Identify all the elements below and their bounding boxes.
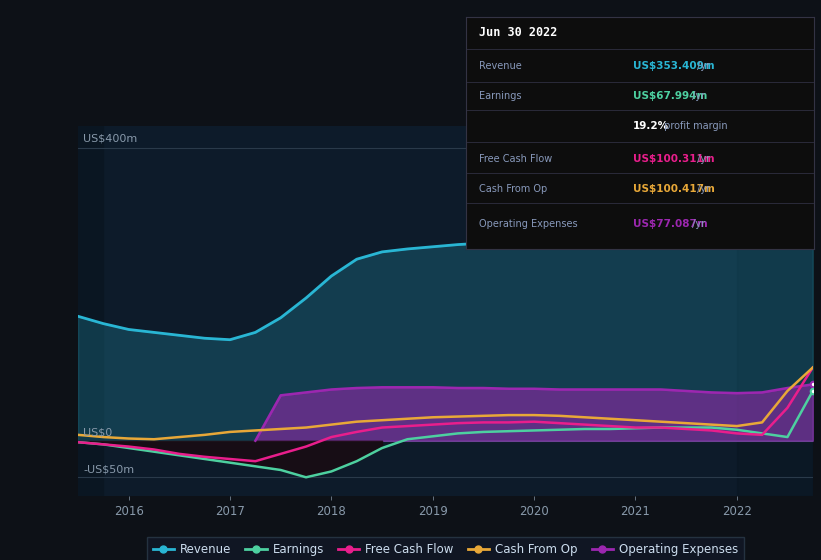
Text: US$100.311m: US$100.311m: [633, 153, 714, 164]
Text: /yr: /yr: [689, 218, 705, 228]
Text: Cash From Op: Cash From Op: [479, 184, 548, 194]
Text: /yr: /yr: [695, 184, 710, 194]
Text: US$353.409m: US$353.409m: [633, 60, 714, 71]
Text: Jun 30 2022: Jun 30 2022: [479, 26, 557, 39]
Text: US$100.417m: US$100.417m: [633, 184, 715, 194]
Bar: [78, 126, 103, 496]
Bar: [736, 126, 813, 496]
Text: Revenue: Revenue: [479, 60, 522, 71]
Legend: Revenue, Earnings, Free Cash Flow, Cash From Op, Operating Expenses: Revenue, Earnings, Free Cash Flow, Cash …: [147, 537, 744, 560]
Text: US$400m: US$400m: [83, 134, 137, 143]
Text: /yr: /yr: [689, 91, 705, 101]
Text: profit margin: profit margin: [661, 121, 727, 131]
Text: Free Cash Flow: Free Cash Flow: [479, 153, 553, 164]
Text: 19.2%: 19.2%: [633, 121, 669, 131]
Text: /yr: /yr: [695, 60, 710, 71]
Text: -US$50m: -US$50m: [83, 464, 134, 474]
Text: /yr: /yr: [695, 153, 710, 164]
Text: US$67.994m: US$67.994m: [633, 91, 708, 101]
Text: US$77.087m: US$77.087m: [633, 218, 708, 228]
Text: US$0: US$0: [83, 428, 112, 438]
Text: Earnings: Earnings: [479, 91, 522, 101]
Text: Operating Expenses: Operating Expenses: [479, 218, 578, 228]
